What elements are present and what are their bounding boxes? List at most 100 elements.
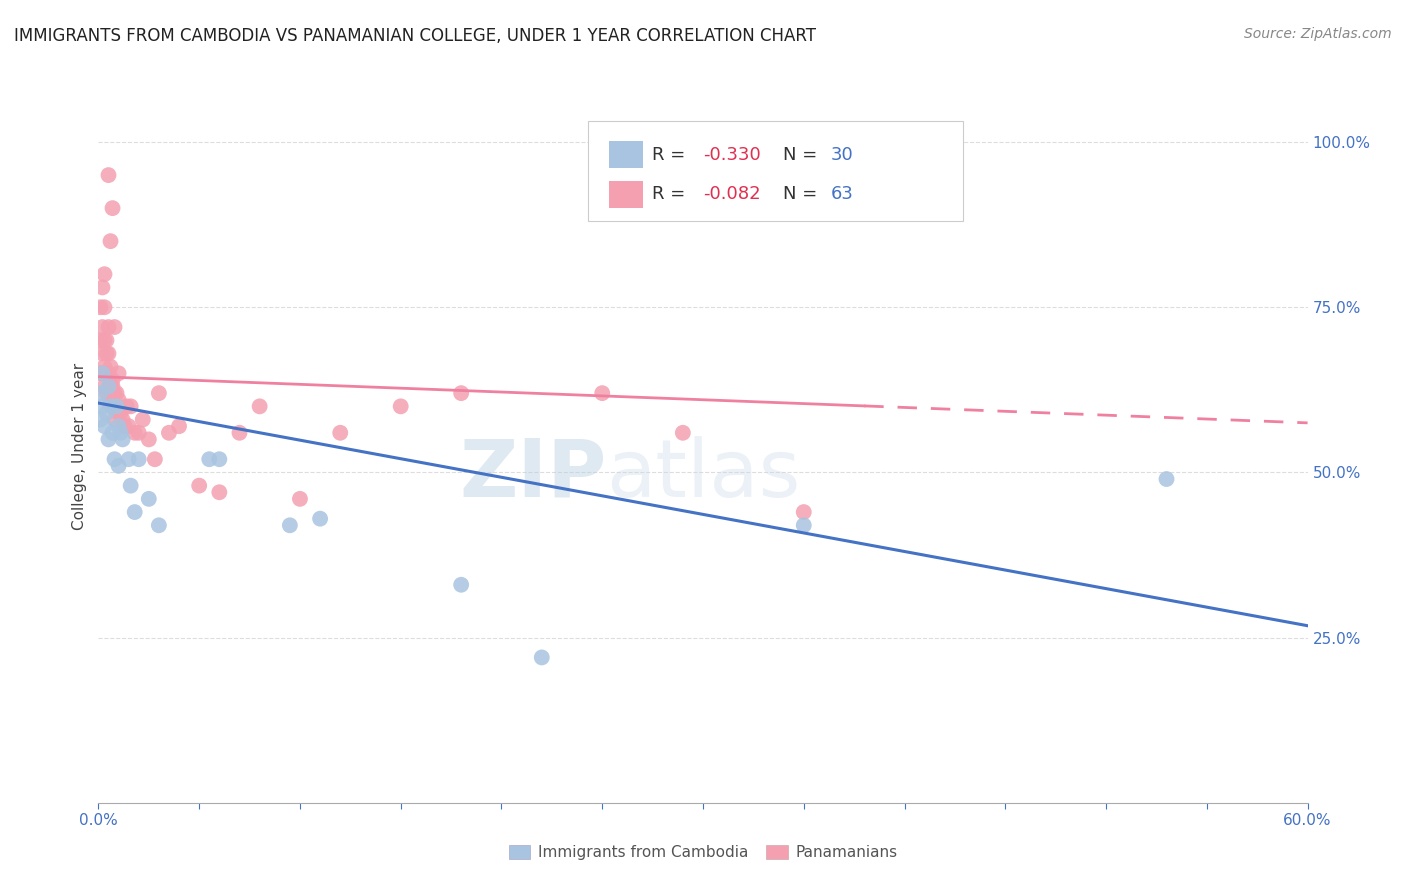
- Point: [329, 425, 352, 440]
- Point: [89, 386, 111, 401]
- Point: [103, 400, 125, 414]
- Point: [309, 511, 332, 525]
- Point: [103, 386, 125, 401]
- Point: [450, 578, 472, 592]
- Point: [450, 386, 472, 401]
- FancyBboxPatch shape: [588, 121, 963, 221]
- Text: N =: N =: [783, 186, 823, 203]
- Point: [120, 478, 142, 492]
- Point: [96, 333, 118, 347]
- Point: [91, 320, 114, 334]
- Point: [100, 392, 122, 407]
- Text: -0.330: -0.330: [703, 145, 761, 163]
- Legend: Immigrants from Cambodia, Panamanians: Immigrants from Cambodia, Panamanians: [502, 839, 904, 866]
- Point: [103, 452, 125, 467]
- Text: 63: 63: [831, 186, 853, 203]
- Point: [93, 359, 115, 374]
- Point: [111, 412, 134, 426]
- Point: [93, 419, 115, 434]
- Point: [288, 491, 311, 506]
- Text: N =: N =: [783, 145, 823, 163]
- Text: IMMIGRANTS FROM CAMBODIA VS PANAMANIAN COLLEGE, UNDER 1 YEAR CORRELATION CHART: IMMIGRANTS FROM CAMBODIA VS PANAMANIAN C…: [14, 27, 815, 45]
- Point: [97, 320, 120, 334]
- Point: [208, 485, 231, 500]
- Point: [101, 373, 124, 387]
- Point: [101, 379, 124, 393]
- Point: [105, 400, 128, 414]
- Point: [101, 400, 124, 414]
- Point: [124, 425, 146, 440]
- Point: [100, 359, 122, 374]
- Text: atlas: atlas: [606, 435, 800, 514]
- Point: [278, 518, 301, 533]
- Point: [100, 234, 122, 248]
- Point: [389, 400, 412, 414]
- Point: [97, 346, 120, 360]
- Point: [101, 425, 124, 440]
- Point: [107, 392, 129, 407]
- Point: [188, 478, 211, 492]
- Point: [105, 400, 128, 414]
- Point: [124, 505, 146, 519]
- Text: Source: ZipAtlas.com: Source: ZipAtlas.com: [1244, 27, 1392, 41]
- Text: 30: 30: [831, 145, 853, 163]
- Point: [148, 386, 170, 401]
- Point: [107, 367, 129, 381]
- Point: [128, 425, 150, 440]
- Point: [96, 346, 118, 360]
- Point: [93, 300, 115, 314]
- Point: [118, 419, 141, 434]
- Point: [128, 452, 150, 467]
- Point: [107, 419, 129, 434]
- Point: [91, 346, 114, 360]
- Point: [793, 518, 815, 533]
- Point: [672, 425, 695, 440]
- Point: [97, 379, 120, 393]
- Text: R =: R =: [652, 145, 692, 163]
- Point: [208, 452, 231, 467]
- Point: [89, 367, 111, 381]
- Point: [132, 412, 155, 426]
- Point: [167, 419, 190, 434]
- Point: [114, 419, 136, 434]
- Bar: [609, 141, 643, 168]
- Point: [93, 267, 115, 281]
- Point: [1156, 472, 1178, 486]
- Point: [110, 425, 132, 440]
- Point: [91, 400, 114, 414]
- Point: [530, 650, 553, 665]
- Point: [96, 406, 118, 420]
- Point: [100, 400, 122, 414]
- Point: [91, 280, 114, 294]
- Point: [105, 386, 128, 401]
- Point: [249, 400, 271, 414]
- Point: [97, 168, 120, 182]
- Point: [591, 386, 613, 401]
- Point: [107, 458, 129, 473]
- Point: [103, 320, 125, 334]
- Point: [103, 412, 125, 426]
- Text: R =: R =: [652, 186, 692, 203]
- Point: [89, 412, 111, 426]
- Point: [228, 425, 250, 440]
- Point: [148, 518, 170, 533]
- Text: -0.082: -0.082: [703, 186, 761, 203]
- Point: [96, 386, 118, 401]
- Point: [97, 386, 120, 401]
- Point: [111, 433, 134, 447]
- Point: [89, 333, 111, 347]
- Point: [115, 400, 138, 414]
- Bar: [609, 181, 643, 208]
- Point: [97, 367, 120, 381]
- Point: [110, 406, 132, 420]
- Point: [793, 505, 815, 519]
- Point: [93, 333, 115, 347]
- Point: [91, 367, 114, 381]
- Point: [198, 452, 221, 467]
- Point: [89, 300, 111, 314]
- Point: [118, 452, 141, 467]
- Point: [138, 433, 160, 447]
- Point: [120, 400, 142, 414]
- Point: [96, 367, 118, 381]
- Point: [138, 491, 160, 506]
